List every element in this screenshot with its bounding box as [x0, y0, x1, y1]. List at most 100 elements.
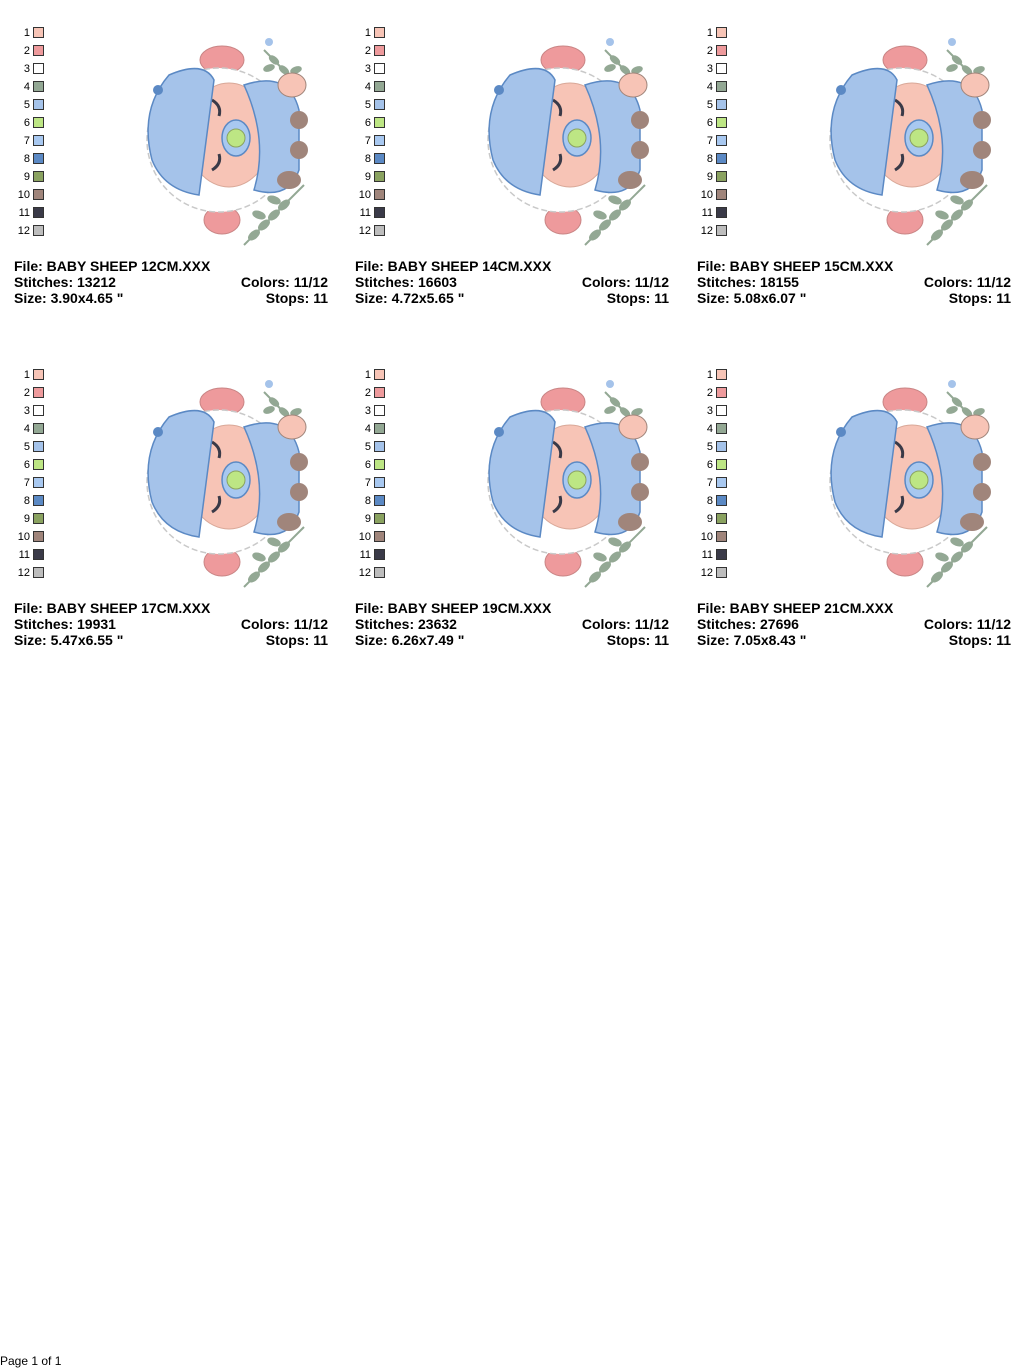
palette-entry: 9: [697, 170, 727, 184]
palette-number: 6: [706, 117, 713, 129]
color-swatch: [716, 531, 727, 542]
color-swatch: [374, 45, 385, 56]
file-name: File: BABY SHEEP 21CM.XXX: [697, 600, 894, 616]
palette-number: 6: [364, 459, 371, 471]
palette-entry: 11: [697, 548, 727, 562]
design-card: 1 2 3 4 5 6 7 8 9 10 11 12 File: BABY SHEEP 19CM.XXX…: [355, 342, 669, 648]
palette-entry: 3: [14, 62, 44, 76]
palette-entry: 1: [14, 26, 44, 40]
palette-entry: 10: [14, 188, 44, 202]
color-swatch: [33, 207, 44, 218]
palette-number: 8: [706, 495, 713, 507]
palette-entry: 3: [697, 404, 727, 418]
color-swatch: [716, 99, 727, 110]
palette-number: 10: [358, 531, 371, 543]
palette-number: 3: [364, 405, 371, 417]
color-swatch: [716, 225, 727, 236]
palette-number: 5: [706, 441, 713, 453]
design-card: 1 2 3 4 5 6 7 8 9 10 11 12 File: BABY SHEEP 12CM.XXX…: [14, 0, 328, 306]
color-swatch: [716, 45, 727, 56]
palette-number: 4: [364, 81, 371, 93]
palette-entry: 5: [697, 98, 727, 112]
design-card: 1 2 3 4 5 6 7 8 9 10 11 12 File: BABY SHEEP 17CM.XXX…: [14, 342, 328, 648]
stitch-count: Stitches: 23632: [355, 616, 457, 632]
color-swatch: [716, 153, 727, 164]
palette-entry: 9: [14, 170, 44, 184]
embroidery-preview: [465, 30, 665, 250]
color-swatch: [374, 99, 385, 110]
palette-number: 2: [23, 45, 30, 57]
palette-number: 2: [23, 387, 30, 399]
palette-number: 6: [23, 459, 30, 471]
palette-entry: 9: [697, 512, 727, 526]
palette-number: 9: [364, 171, 371, 183]
palette-number: 10: [700, 189, 713, 201]
palette-number: 3: [23, 405, 30, 417]
color-swatch: [33, 135, 44, 146]
file-name: File: BABY SHEEP 15CM.XXX: [697, 258, 894, 274]
palette-entry: 2: [697, 386, 727, 400]
palette-entry: 6: [14, 458, 44, 472]
stitch-count: Stitches: 27696: [697, 616, 799, 632]
color-swatch: [716, 513, 727, 524]
color-swatch: [716, 477, 727, 488]
color-swatch: [716, 387, 727, 398]
color-swatch: [374, 387, 385, 398]
palette-number: 3: [364, 63, 371, 75]
palette-number: 12: [700, 567, 713, 579]
palette-number: 5: [23, 441, 30, 453]
color-swatch: [716, 495, 727, 506]
stop-count: Stops: 11: [265, 632, 328, 648]
palette-number: 8: [706, 153, 713, 165]
palette-entry: 5: [697, 440, 727, 454]
palette-number: 4: [23, 81, 30, 93]
palette-number: 12: [700, 225, 713, 237]
palette-entry: 10: [14, 530, 44, 544]
palette-number: 3: [23, 63, 30, 75]
palette-entry: 3: [14, 404, 44, 418]
palette-entry: 11: [14, 206, 44, 220]
file-name: File: BABY SHEEP 12CM.XXX: [14, 258, 211, 274]
palette-number: 2: [706, 387, 713, 399]
palette-entry: 8: [355, 494, 385, 508]
color-swatch: [716, 405, 727, 416]
palette-number: 8: [23, 495, 30, 507]
palette-number: 1: [706, 27, 713, 39]
color-swatch: [374, 117, 385, 128]
palette-entry: 11: [14, 548, 44, 562]
palette-number: 8: [364, 495, 371, 507]
palette-entry: 6: [355, 458, 385, 472]
color-swatch: [716, 117, 727, 128]
color-swatch: [716, 549, 727, 560]
design-card: 1 2 3 4 5 6 7 8 9 10 11 12 File: BABY SHEEP 14CM.XXX…: [355, 0, 669, 306]
palette-entry: 6: [14, 116, 44, 130]
color-swatch: [374, 531, 385, 542]
color-swatch: [374, 189, 385, 200]
stitch-count: Stitches: 16603: [355, 274, 457, 290]
palette-entry: 7: [697, 476, 727, 490]
palette-entry: 10: [355, 530, 385, 544]
palette-number: 4: [364, 423, 371, 435]
color-swatch: [716, 63, 727, 74]
color-swatch: [374, 81, 385, 92]
color-swatch: [716, 441, 727, 452]
color-swatch: [374, 135, 385, 146]
color-swatch: [374, 63, 385, 74]
palette-number: 9: [23, 513, 30, 525]
color-swatch: [33, 567, 44, 578]
palette-entry: 1: [697, 26, 727, 40]
palette-number: 7: [364, 135, 371, 147]
color-swatch: [374, 369, 385, 380]
palette-number: 7: [364, 477, 371, 489]
palette-number: 11: [18, 549, 30, 561]
design-size: Size: 6.26x7.49 ": [355, 632, 465, 648]
color-swatch: [33, 81, 44, 92]
palette-entry: 4: [14, 80, 44, 94]
color-swatch: [374, 477, 385, 488]
color-swatch: [33, 441, 44, 452]
palette-number: 1: [364, 27, 371, 39]
color-swatch: [374, 441, 385, 452]
palette-entry: 7: [697, 134, 727, 148]
design-size: Size: 5.08x6.07 ": [697, 290, 807, 306]
palette-entry: 12: [355, 224, 385, 238]
